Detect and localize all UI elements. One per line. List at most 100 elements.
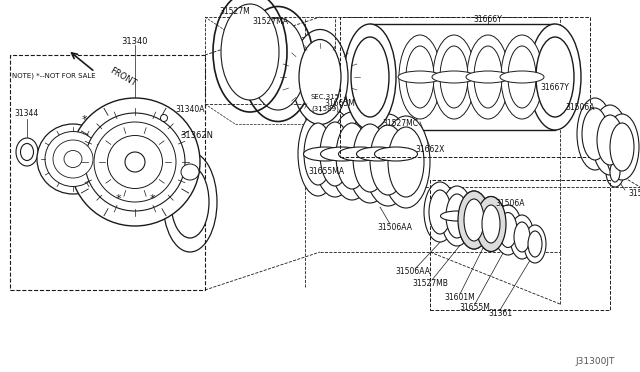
Ellipse shape [351, 37, 389, 117]
Bar [10, 55, 205, 290]
Ellipse shape [528, 231, 542, 257]
Ellipse shape [499, 212, 517, 247]
Text: SEC.315: SEC.315 [310, 94, 340, 100]
Bar [430, 180, 610, 310]
Ellipse shape [592, 105, 628, 175]
Ellipse shape [370, 125, 406, 195]
Ellipse shape [292, 29, 348, 125]
Ellipse shape [597, 115, 623, 165]
Ellipse shape [433, 35, 475, 119]
Ellipse shape [171, 166, 209, 238]
Ellipse shape [250, 18, 306, 110]
Ellipse shape [388, 127, 424, 197]
Ellipse shape [500, 71, 544, 83]
Ellipse shape [299, 39, 341, 115]
Ellipse shape [374, 147, 417, 161]
Ellipse shape [476, 196, 506, 251]
Ellipse shape [304, 123, 332, 185]
Ellipse shape [108, 135, 163, 189]
Text: 31662X: 31662X [415, 145, 445, 154]
Ellipse shape [161, 115, 168, 122]
Ellipse shape [429, 190, 451, 234]
Text: 31506AA: 31506AA [396, 267, 431, 276]
Ellipse shape [424, 182, 456, 242]
Ellipse shape [85, 113, 185, 211]
Text: 31506A: 31506A [495, 199, 525, 208]
Ellipse shape [494, 205, 522, 255]
Ellipse shape [474, 46, 502, 108]
Ellipse shape [64, 151, 82, 167]
Text: 31665M: 31665M [324, 99, 355, 109]
Bar [340, 17, 590, 157]
Ellipse shape [446, 194, 468, 238]
Ellipse shape [20, 144, 33, 160]
Ellipse shape [605, 114, 639, 180]
Text: J31300JT: J31300JT [575, 357, 614, 366]
Ellipse shape [336, 123, 368, 189]
Text: *: * [149, 194, 155, 204]
Text: 31655M: 31655M [460, 302, 490, 311]
Ellipse shape [399, 35, 441, 119]
Ellipse shape [330, 112, 374, 200]
Ellipse shape [440, 211, 474, 221]
Ellipse shape [582, 108, 608, 160]
Ellipse shape [606, 157, 624, 187]
Ellipse shape [398, 71, 442, 83]
Text: 31527M: 31527M [220, 7, 250, 16]
Ellipse shape [406, 46, 434, 108]
Ellipse shape [347, 113, 393, 203]
Text: NOTE) *--NOT FOR SALE: NOTE) *--NOT FOR SALE [12, 73, 95, 79]
Ellipse shape [221, 4, 279, 100]
Ellipse shape [514, 222, 530, 252]
Text: (31589): (31589) [311, 106, 339, 112]
Ellipse shape [432, 71, 476, 83]
Ellipse shape [466, 71, 510, 83]
Ellipse shape [464, 199, 484, 241]
Text: 31340A: 31340A [175, 106, 205, 115]
Ellipse shape [508, 46, 536, 108]
Ellipse shape [125, 152, 145, 172]
Ellipse shape [610, 123, 634, 171]
Ellipse shape [382, 116, 430, 208]
Text: *: * [115, 194, 121, 204]
Ellipse shape [463, 199, 485, 241]
Ellipse shape [536, 37, 574, 117]
Ellipse shape [577, 98, 613, 170]
Ellipse shape [440, 46, 468, 108]
Ellipse shape [70, 98, 200, 226]
Text: 31340: 31340 [122, 38, 148, 46]
Ellipse shape [344, 24, 396, 130]
Ellipse shape [94, 122, 176, 202]
Text: 31556N: 31556N [628, 189, 640, 199]
Ellipse shape [481, 205, 501, 243]
Text: 31361: 31361 [488, 310, 512, 318]
Ellipse shape [53, 140, 93, 178]
Text: FRONT: FRONT [108, 66, 138, 88]
Ellipse shape [353, 124, 387, 192]
Ellipse shape [181, 164, 199, 180]
Ellipse shape [321, 147, 364, 161]
Ellipse shape [339, 147, 381, 161]
Text: 31506AA: 31506AA [378, 222, 413, 231]
Text: 31655MA: 31655MA [308, 167, 344, 176]
Ellipse shape [529, 24, 581, 130]
Text: 31527MA: 31527MA [252, 17, 288, 26]
Ellipse shape [501, 35, 543, 119]
Ellipse shape [364, 114, 412, 206]
Text: 31601M: 31601M [445, 292, 476, 301]
Ellipse shape [476, 196, 506, 251]
Text: 31527MB: 31527MB [412, 279, 448, 289]
Ellipse shape [16, 138, 38, 166]
Ellipse shape [524, 225, 546, 263]
Ellipse shape [458, 191, 490, 249]
Text: *: * [81, 115, 87, 125]
Ellipse shape [467, 35, 509, 119]
Ellipse shape [356, 147, 399, 161]
Ellipse shape [163, 152, 217, 252]
Ellipse shape [314, 111, 356, 197]
Text: 31362N: 31362N [180, 131, 214, 140]
Text: 31344: 31344 [15, 109, 39, 119]
Ellipse shape [45, 131, 101, 186]
Ellipse shape [87, 132, 113, 176]
Ellipse shape [298, 112, 338, 196]
